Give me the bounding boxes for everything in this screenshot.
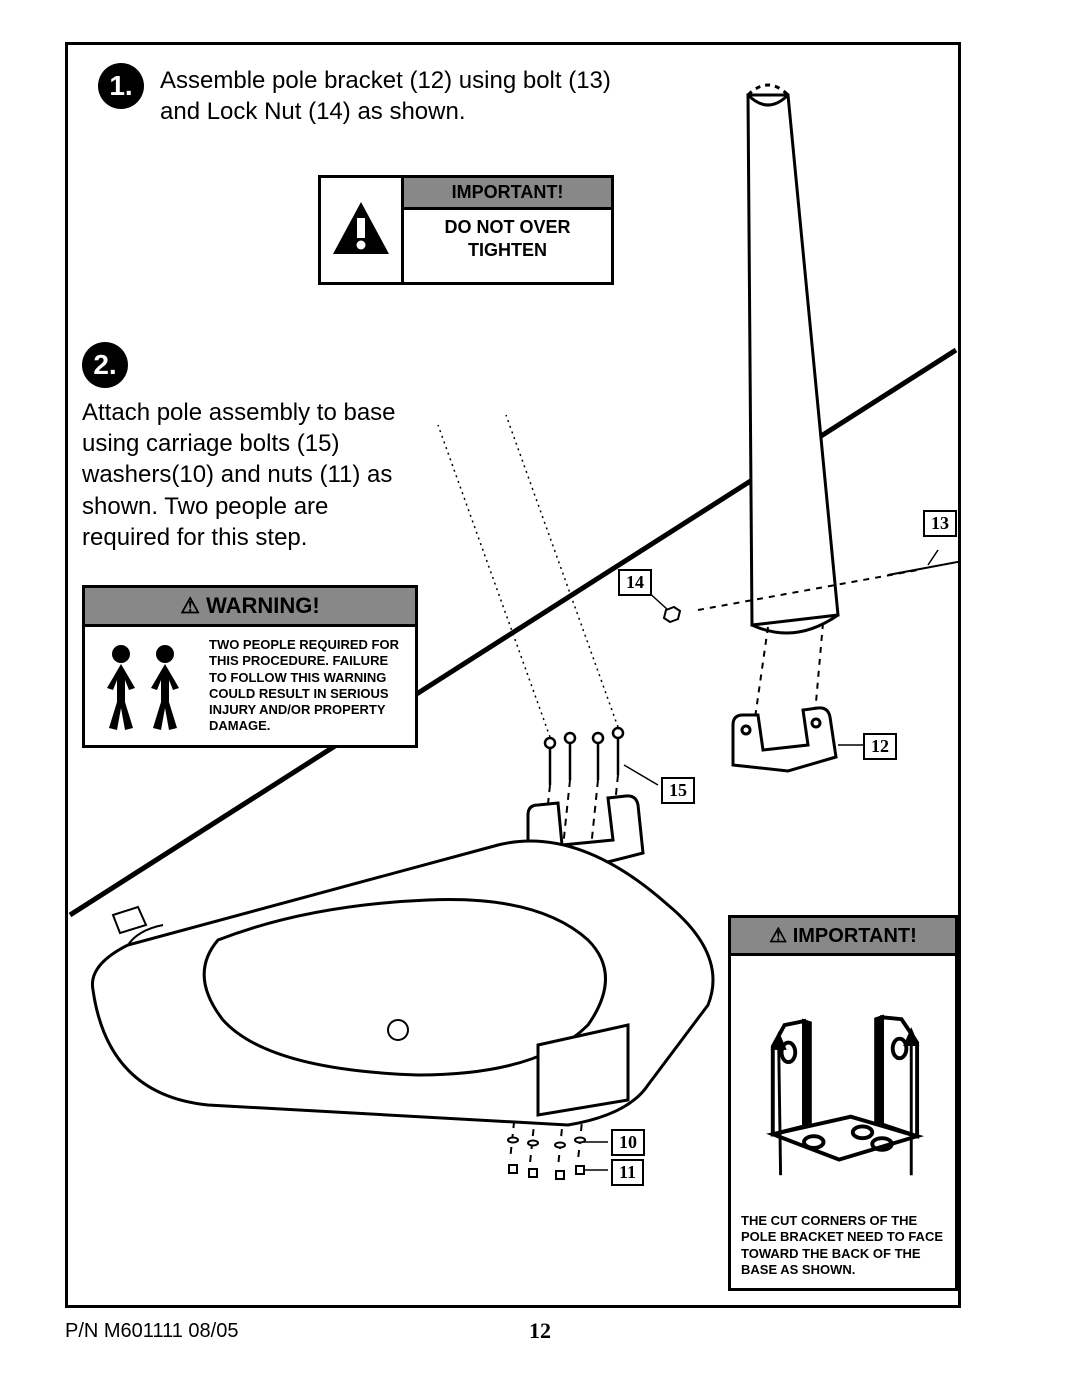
warning-triangle-icon — [329, 198, 393, 262]
warning-header: ⚠ WARNING! — [85, 588, 415, 627]
step-1-num: 1. — [109, 70, 132, 102]
step-1-badge: 1. — [98, 63, 144, 109]
alert-icon: ⚠ — [769, 925, 787, 947]
manual-page: 1. Assemble pole bracket (12) using bolt… — [0, 0, 1080, 1397]
warning-text: TWO PEOPLE REQUIRED FOR THIS PROCEDURE. … — [205, 627, 415, 745]
important-top-right: IMPORTANT! DO NOT OVER TIGHTEN — [404, 178, 611, 282]
important-bottom-box: ⚠ IMPORTANT! — [728, 915, 958, 1291]
part-label-15: 15 — [661, 777, 695, 804]
important-top-line1: DO NOT OVER — [412, 216, 603, 239]
alert-icon: ⚠ — [180, 593, 200, 618]
important-bottom-header-text: IMPORTANT! — [793, 925, 917, 947]
two-people-icon — [85, 627, 205, 745]
warning-header-text: WARNING! — [206, 593, 320, 618]
important-top-body: DO NOT OVER TIGHTEN — [404, 210, 611, 271]
warning-box: ⚠ WARNING! TWO PEO — [82, 585, 418, 748]
important-top-header: IMPORTANT! — [404, 178, 611, 210]
important-top-icon — [321, 178, 404, 282]
important-bottom-body: THE CUT CORNERS OF THE POLE BRACKET NEED… — [731, 956, 955, 1288]
step-2-num: 2. — [93, 349, 116, 381]
step-2-badge: 2. — [82, 342, 128, 388]
part-label-11: 11 — [611, 1159, 644, 1186]
step-1-text: Assemble pole bracket (12) using bolt (1… — [160, 65, 640, 127]
pole-bracket-icon — [739, 964, 947, 1207]
important-bottom-header: ⚠ IMPORTANT! — [731, 918, 955, 956]
important-bottom-text: THE CUT CORNERS OF THE POLE BRACKET NEED… — [739, 1207, 947, 1280]
part-label-12: 12 — [863, 733, 897, 760]
warning-content: TWO PEOPLE REQUIRED FOR THIS PROCEDURE. … — [85, 627, 415, 745]
important-top-line2: TIGHTEN — [412, 239, 603, 262]
part-label-10: 10 — [611, 1129, 645, 1156]
page-frame: 1. Assemble pole bracket (12) using bolt… — [65, 42, 961, 1308]
part-label-14: 14 — [618, 569, 652, 596]
footer-page-number: 12 — [0, 1318, 1080, 1344]
part-label-13: 13 — [923, 510, 957, 537]
step-2-text: Attach pole assembly to base using carri… — [82, 397, 422, 553]
important-top-box: IMPORTANT! DO NOT OVER TIGHTEN — [318, 175, 614, 285]
